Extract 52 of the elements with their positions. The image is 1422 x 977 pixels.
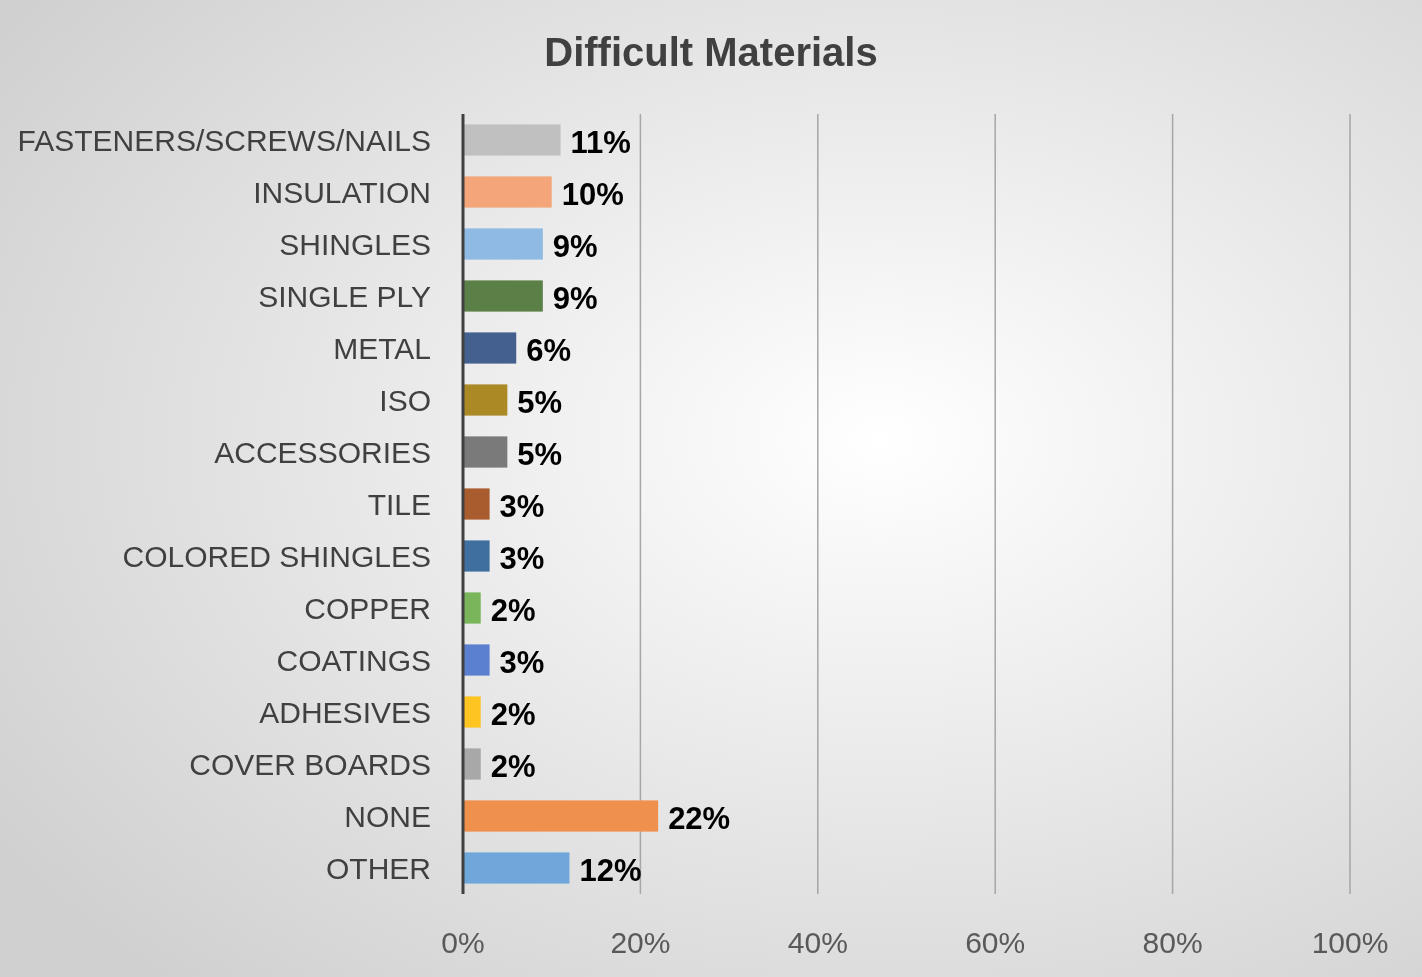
data-label: 11% [570, 125, 631, 160]
bar [463, 800, 659, 832]
bar [463, 592, 481, 624]
x-tick-label: 80% [1142, 926, 1203, 959]
y-tick-label: COATINGS [276, 644, 431, 677]
bar [463, 228, 543, 260]
x-tick-label: 100% [1311, 926, 1389, 959]
y-tick-label: COLORED SHINGLES [122, 540, 431, 573]
y-tick-label: OTHER [326, 852, 431, 885]
chart-title: Difficult Materials [544, 30, 878, 74]
data-label: 12% [579, 853, 642, 888]
y-tick-label: INSULATION [253, 176, 431, 209]
x-tick-label: 0% [441, 926, 485, 959]
data-label: 9% [552, 229, 598, 264]
bar [463, 852, 570, 884]
data-label: 3% [499, 489, 545, 524]
data-label: 22% [668, 801, 731, 836]
bar [463, 748, 481, 780]
y-tick-label: NONE [344, 800, 431, 833]
y-tick-label: ACCESSORIES [214, 436, 431, 469]
data-label: 10% [561, 177, 624, 212]
bar [463, 696, 481, 728]
x-tick-label: 60% [965, 926, 1026, 959]
data-label: 3% [499, 541, 545, 576]
y-tick-label: METAL [333, 332, 431, 365]
data-label: 9% [552, 281, 598, 316]
data-label: 2% [490, 697, 536, 732]
bar [463, 124, 561, 156]
data-label: 2% [490, 593, 536, 628]
bar [463, 280, 543, 312]
bar [463, 540, 490, 572]
y-tick-label: TILE [367, 488, 431, 521]
bar [463, 644, 490, 676]
x-tick-label: 40% [787, 926, 848, 959]
y-tick-label: FASTENERS/SCREWS/NAILS [17, 124, 431, 157]
bar [463, 384, 508, 416]
bar [463, 436, 508, 468]
data-label: 2% [490, 749, 536, 784]
y-tick-label: COPPER [304, 592, 431, 625]
y-tick-label: ADHESIVES [259, 696, 431, 729]
bar [463, 176, 552, 208]
data-label: 3% [499, 645, 545, 680]
y-tick-label: COVER BOARDS [189, 748, 431, 781]
data-label: 6% [526, 333, 572, 368]
y-tick-label: ISO [379, 384, 431, 417]
data-label: 5% [517, 437, 563, 472]
y-tick-label: SINGLE PLY [258, 280, 431, 313]
y-tick-label: SHINGLES [279, 228, 431, 261]
x-tick-label: 20% [610, 926, 671, 959]
bar [463, 488, 490, 520]
bar [463, 332, 517, 364]
data-label: 5% [517, 385, 563, 420]
